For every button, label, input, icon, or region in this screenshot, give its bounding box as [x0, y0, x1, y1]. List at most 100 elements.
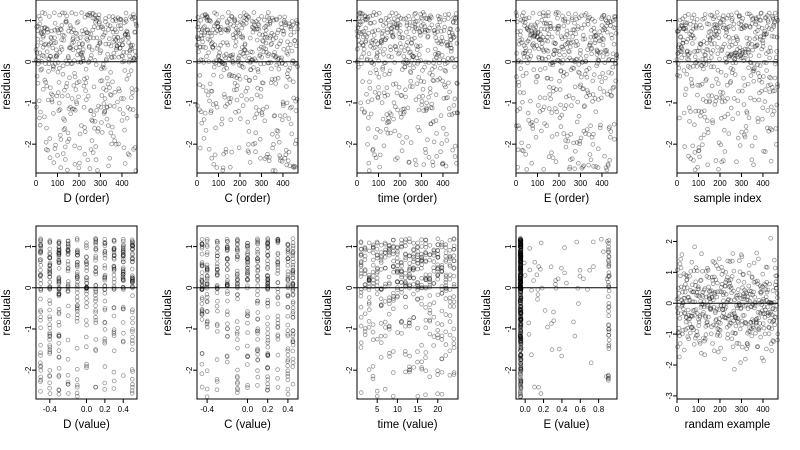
- data-point: [415, 25, 421, 31]
- y-tick-label: -1: [665, 99, 674, 107]
- data-point: [555, 30, 561, 36]
- data-point: [570, 95, 576, 101]
- data-point: [364, 34, 370, 39]
- data-point: [553, 40, 558, 46]
- data-point: [541, 104, 547, 110]
- data-point: [746, 262, 752, 268]
- data-point: [91, 84, 97, 90]
- data-point: [255, 288, 260, 294]
- data-point: [238, 49, 243, 55]
- data-point: [215, 329, 220, 334]
- data-point: [201, 60, 207, 65]
- data-point: [51, 40, 57, 46]
- data-point: [402, 64, 408, 70]
- data-point: [128, 42, 134, 48]
- data-point: [427, 17, 432, 23]
- point-series: [513, 10, 620, 173]
- data-point: [524, 40, 529, 45]
- data-point: [202, 24, 207, 29]
- data-point: [358, 323, 364, 329]
- data-point: [240, 51, 246, 57]
- data-point: [677, 341, 683, 346]
- data-point: [242, 47, 248, 52]
- data-point: [532, 33, 538, 39]
- data-point: [437, 14, 443, 20]
- data-point: [687, 21, 693, 27]
- data-point: [579, 25, 585, 31]
- data-point: [130, 107, 136, 112]
- data-point: [400, 106, 406, 112]
- data-point: [33, 47, 39, 52]
- data-point: [735, 287, 741, 292]
- data-point: [231, 23, 236, 29]
- data-point: [513, 10, 519, 15]
- data-point: [85, 93, 91, 99]
- data-point: [441, 96, 447, 101]
- data-point: [762, 99, 768, 104]
- data-point: [106, 14, 112, 19]
- data-point: [586, 132, 592, 137]
- data-point: [775, 295, 780, 301]
- data-point: [365, 14, 371, 20]
- data-point: [577, 141, 582, 147]
- data-point: [386, 53, 392, 59]
- data-point: [379, 38, 384, 43]
- data-point: [233, 39, 239, 44]
- data-point: [40, 86, 46, 92]
- data-point: [520, 19, 525, 24]
- data-point: [74, 377, 80, 382]
- data-point: [388, 47, 394, 53]
- x-tick-label: 0: [355, 179, 360, 188]
- data-point: [568, 67, 574, 72]
- data-point: [708, 331, 714, 337]
- data-point: [415, 240, 421, 246]
- data-point: [215, 24, 221, 29]
- data-point: [225, 291, 230, 297]
- data-point: [259, 112, 265, 118]
- y-tick-label: -1: [24, 325, 33, 333]
- data-point: [44, 49, 50, 54]
- data-point: [47, 246, 53, 252]
- data-point: [422, 24, 428, 29]
- data-point: [363, 25, 369, 31]
- data-point: [578, 135, 584, 141]
- data-point: [66, 136, 72, 142]
- data-point: [227, 16, 232, 22]
- data-point: [527, 32, 533, 38]
- data-point: [675, 344, 680, 350]
- data-point: [703, 62, 709, 67]
- data-point: [678, 34, 683, 39]
- data-point: [266, 16, 272, 21]
- data-point: [73, 11, 79, 17]
- data-point: [551, 309, 556, 315]
- data-point: [405, 105, 411, 111]
- data-point: [547, 20, 553, 26]
- data-point: [381, 51, 386, 57]
- data-point: [451, 110, 457, 116]
- data-point: [453, 15, 458, 21]
- data-point: [208, 18, 213, 24]
- data-point: [199, 270, 205, 275]
- data-point: [245, 119, 251, 125]
- data-point: [385, 92, 391, 98]
- data-point: [111, 134, 116, 139]
- data-point: [385, 30, 390, 35]
- data-point: [101, 86, 106, 91]
- data-point: [63, 157, 68, 162]
- data-point: [571, 27, 577, 33]
- data-point: [516, 83, 522, 88]
- data-point: [699, 63, 705, 68]
- data-point: [702, 52, 707, 57]
- data-point: [409, 41, 414, 46]
- data-point: [591, 264, 596, 269]
- data-point: [521, 10, 526, 16]
- data-point: [250, 49, 255, 55]
- data-point: [204, 368, 210, 374]
- y-tick-label: 0: [185, 285, 194, 290]
- data-point: [235, 30, 241, 35]
- data-point: [370, 322, 376, 327]
- data-point: [258, 156, 263, 161]
